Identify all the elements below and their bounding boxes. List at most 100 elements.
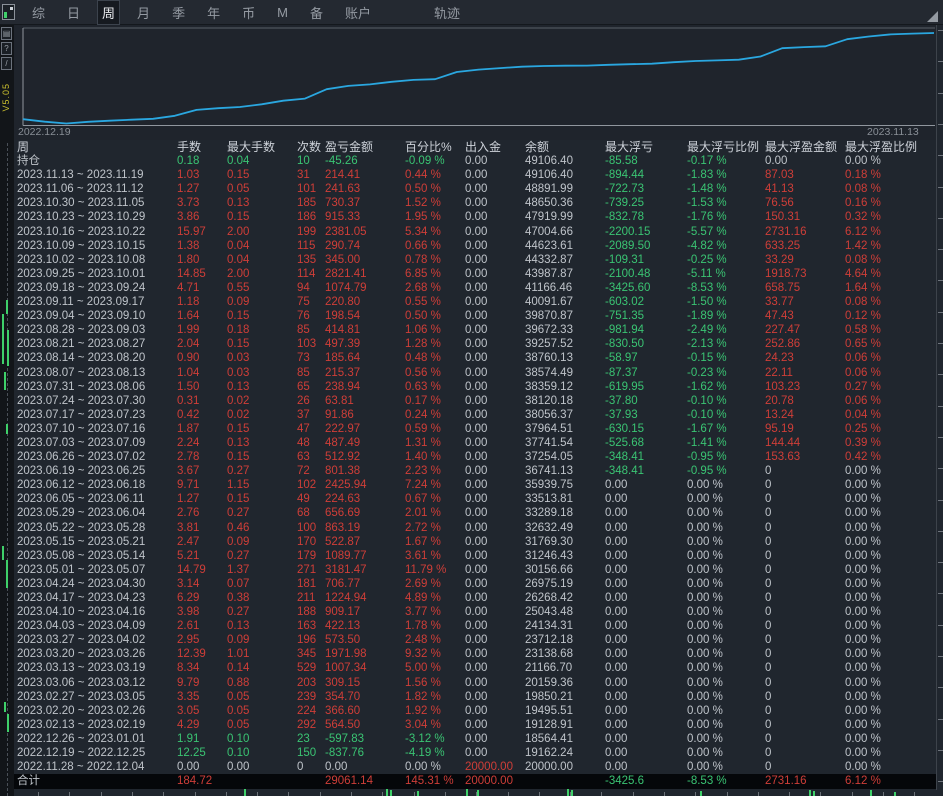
help-icon[interactable]: ? [1,42,12,55]
cell-pct: 0.50 % [405,309,465,323]
menu-item-年[interactable]: 年 [203,1,224,24]
bottom-timeline-strip[interactable] [14,789,936,796]
cell-max_float_pct: 0.00 % [845,661,936,675]
cell-max_dd_pct: 0.00 % [687,746,765,760]
table-row[interactable]: 2023.10.30 ~ 2023.11.053.730.13185730.37… [14,196,936,210]
table-row[interactable]: 2023.07.31 ~ 2023.08.061.500.1365238.940… [14,380,936,394]
cell-period: 2023.02.27 ~ 2023.03.05 [17,690,177,704]
table-row[interactable]: 2023.05.15 ~ 2023.05.212.470.09170522.87… [14,535,936,549]
table-row[interactable]: 2023.02.13 ~ 2023.02.194.290.05292564.50… [14,718,936,732]
strip-marker-green [6,300,8,314]
table-row[interactable]: 2023.10.23 ~ 2023.10.293.860.15186915.33… [14,210,936,224]
table-row[interactable]: 2023.06.19 ~ 2023.06.253.670.2772801.382… [14,464,936,478]
cell-balance: 40091.67 [525,295,605,309]
menu-item-综[interactable]: 综 [28,1,49,24]
cell-pnl: 0.00 [325,760,405,774]
menu-item-月[interactable]: 月 [133,1,154,24]
table-row[interactable]: 2023.04.24 ~ 2023.04.303.140.07181706.77… [14,577,936,591]
menu-item-备[interactable]: 备 [306,1,327,24]
cell-pnl: 522.87 [325,535,405,549]
cell-pct: 2.68 % [405,281,465,295]
table-row[interactable]: 2023.10.16 ~ 2023.10.2215.972.001992381.… [14,225,936,239]
cell-max_dd_pct: -0.10 % [687,394,765,408]
cell-max_float: 0 [765,746,845,760]
cell-max_lots: 0.13 [227,380,297,394]
table-row[interactable]: 2023.05.01 ~ 2023.05.0714.791.372713181.… [14,563,936,577]
cell-cashflow: 0.00 [465,521,525,535]
cell-max_dd: 0.00 [605,661,687,675]
menu-item-周[interactable]: 周 [98,1,119,24]
cell-lots: 0.42 [177,408,227,422]
table-row[interactable]: 2022.11.28 ~ 2022.12.040.000.0000.000.00… [14,760,936,774]
table-row[interactable]: 2023.08.21 ~ 2023.08.272.040.15103497.39… [14,337,936,351]
table-row[interactable]: 2022.12.19 ~ 2022.12.2512.250.10150-837.… [14,746,936,760]
chart-tool-icon[interactable]: ▤ [1,27,12,40]
table-row[interactable]: 2023.03.27 ~ 2023.04.022.950.09196573.50… [14,633,936,647]
cell-balance: 37964.51 [525,422,605,436]
table-row[interactable]: 2023.09.18 ~ 2023.09.244.710.55941074.79… [14,281,936,295]
table-row[interactable]: 2023.03.13 ~ 2023.03.198.340.145291007.3… [14,661,936,675]
menu-item-M[interactable]: M [273,3,292,22]
table-row[interactable]: 2023.06.26 ~ 2023.07.022.780.1563512.921… [14,450,936,464]
cell-max_float_pct: 0.00 % [845,563,936,577]
total-row[interactable]: 合计184.7229061.14145.31 %20000.00-3425.6-… [14,774,936,789]
menu-item-币[interactable]: 币 [238,1,259,24]
left-toolbar-strip: ▤ ? / V5.05 [0,25,14,796]
table-row[interactable]: 2023.08.14 ~ 2023.08.200.900.0373185.640… [14,351,936,365]
menu-item-季[interactable]: 季 [168,1,189,24]
cell-period: 2023.10.02 ~ 2023.10.08 [17,253,177,267]
table-row[interactable]: 2023.07.24 ~ 2023.07.300.310.022663.810.… [14,394,936,408]
cell-lots: 3.98 [177,605,227,619]
cell-trades: 196 [297,633,325,647]
menu-item-轨迹[interactable]: 轨迹 [430,1,464,24]
table-row[interactable]: 2023.09.11 ~ 2023.09.171.180.0975220.800… [14,295,936,309]
cell-cashflow: 0.00 [465,281,525,295]
table-row[interactable]: 2023.10.09 ~ 2023.10.151.380.04115290.74… [14,239,936,253]
table-row[interactable]: 2023.06.12 ~ 2023.06.189.711.151022425.9… [14,478,936,492]
cell-max_dd: -3425.6 [605,774,687,789]
table-row[interactable]: 2023.10.02 ~ 2023.10.081.800.04135345.00… [14,253,936,267]
table-row[interactable]: 2023.09.04 ~ 2023.09.101.640.1576198.540… [14,309,936,323]
cell-pnl: -837.76 [325,746,405,760]
cell-cashflow: 0.00 [465,323,525,337]
right-ruler-scrollbar[interactable] [936,25,943,790]
cell-max_dd_pct: 0.00 % [687,718,765,732]
cell-max_float_pct: 0.00 % [845,718,936,732]
table-row[interactable]: 2023.03.06 ~ 2023.03.129.790.88203309.15… [14,676,936,690]
table-row[interactable]: 2023.04.17 ~ 2023.04.236.290.382111224.9… [14,591,936,605]
slash-tool-icon[interactable]: / [1,57,12,70]
table-row[interactable]: 2023.04.10 ~ 2023.04.163.980.27188909.17… [14,605,936,619]
cell-max_float_pct: 0.16 % [845,196,936,210]
menu-item-日[interactable]: 日 [63,1,84,24]
table-row[interactable]: 2023.07.03 ~ 2023.07.092.240.1348487.491… [14,436,936,450]
table-row[interactable]: 2023.08.07 ~ 2023.08.131.040.0385215.370… [14,366,936,380]
table-row[interactable]: 2023.06.05 ~ 2023.06.111.270.1549224.630… [14,492,936,506]
table-row[interactable]: 2023.04.03 ~ 2023.04.092.610.13163422.13… [14,619,936,633]
table-row[interactable]: 2023.05.08 ~ 2023.05.145.210.271791089.7… [14,549,936,563]
position-row[interactable]: 持仓0.180.0410-45.26-0.09 %0.0049106.40-85… [14,154,936,168]
table-row[interactable]: 2023.11.13 ~ 2023.11.191.030.1531214.410… [14,168,936,182]
table-row[interactable]: 2023.09.25 ~ 2023.10.0114.852.001142821.… [14,267,936,281]
table-row[interactable]: 2023.02.20 ~ 2023.02.263.050.05224366.60… [14,704,936,718]
cell-max_float: 0 [765,704,845,718]
table-row[interactable]: 2023.02.27 ~ 2023.03.053.350.05239354.70… [14,690,936,704]
table-row[interactable]: 2023.05.22 ~ 2023.05.283.810.46100863.19… [14,521,936,535]
cell-max_float: 33.77 [765,295,845,309]
table-row[interactable]: 2023.08.28 ~ 2023.09.031.990.1885414.811… [14,323,936,337]
cell-max_dd_pct: -4.82 % [687,239,765,253]
ruler-tick [938,343,943,344]
cell-trades: 76 [297,309,325,323]
cell-balance: 23712.18 [525,633,605,647]
menu-item-账户[interactable]: 账户 [341,1,375,24]
table-row[interactable]: 2023.07.17 ~ 2023.07.230.420.023791.860.… [14,408,936,422]
app-logo-icon[interactable] [2,4,15,20]
cell-pnl: 354.70 [325,690,405,704]
cell-balance: 38359.12 [525,380,605,394]
table-row[interactable]: 2023.05.29 ~ 2023.06.042.760.2768656.692… [14,506,936,520]
cell-pnl: 422.13 [325,619,405,633]
table-row[interactable]: 2023.11.06 ~ 2023.11.121.270.05101241.63… [14,182,936,196]
equity-chart: 2022.12.19 2023.11.13 [14,25,943,140]
table-row[interactable]: 2022.12.26 ~ 2023.01.011.910.1023-597.83… [14,732,936,746]
table-row[interactable]: 2023.07.10 ~ 2023.07.161.870.1547222.970… [14,422,936,436]
table-row[interactable]: 2023.03.20 ~ 2023.03.2612.391.013451971.… [14,647,936,661]
